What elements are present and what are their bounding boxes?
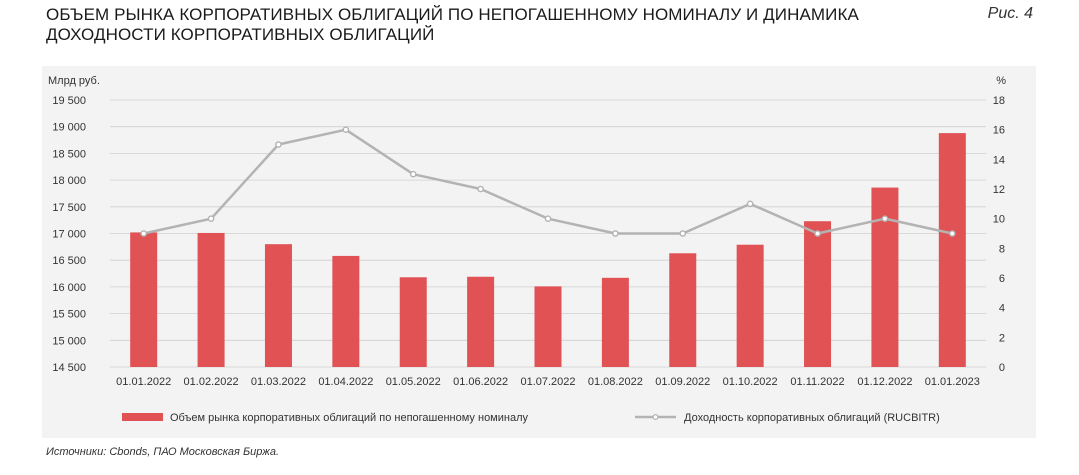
- figure-label: Рис. 4: [987, 5, 1033, 22]
- y-right-tick-label: 8: [999, 243, 1005, 255]
- chart: 14 500 15 000 15 500 16 000 16 500 17 000 17 5…: [48, 75, 1006, 424]
- bar: [332, 255, 360, 367]
- y-left-tick-label: 16 000: [52, 282, 86, 294]
- y-left-tick-label: 18 500: [52, 148, 86, 160]
- legend-label-line: Доходность корпоративных облигаций (RUCB…: [684, 412, 940, 424]
- y-right-tick-label: 14: [993, 154, 1005, 166]
- legend-label-bars: Объем рынка корпоративных облигаций по н…: [170, 412, 528, 424]
- axes: 14 500 15 000 15 500 16 000 16 500 17 000 17 5…: [48, 75, 1006, 388]
- bar: [197, 232, 225, 367]
- x-tick-label: 01.01.2023: [925, 376, 980, 388]
- chart-title: ОБЪЕМ РЫНКА КОРПОРАТИВНЫХ ОБЛИГАЦИЙ ПО Н…: [46, 5, 859, 44]
- bar: [264, 244, 292, 367]
- legend-swatch-bars: [122, 413, 163, 421]
- line-point: [544, 215, 552, 222]
- line-point: [342, 126, 350, 133]
- gridlines: [110, 99, 986, 368]
- bar: [669, 253, 697, 367]
- y-left-tick-label: 17 500: [52, 202, 86, 214]
- y-right-tick-label: 10: [993, 214, 1005, 226]
- y-right-tick-label: 2: [999, 332, 1005, 344]
- line-point: [612, 230, 619, 237]
- line-point: [409, 170, 417, 178]
- y-right-tick-label: 4: [999, 303, 1005, 315]
- x-tick-label: 01.05.2022: [386, 376, 441, 388]
- bar: [736, 244, 764, 367]
- bar: [467, 276, 495, 367]
- bar: [804, 221, 832, 367]
- x-tick-label: 01.12.2022: [857, 376, 912, 388]
- bar: [399, 277, 427, 367]
- line-point: [275, 141, 282, 148]
- x-tick-label: 01.07.2022: [520, 376, 575, 388]
- y-left-tick-label: 19 500: [52, 95, 86, 107]
- x-tick-label: 01.01.2022: [116, 376, 171, 388]
- line-point: [679, 230, 687, 237]
- line-point: [207, 215, 215, 222]
- bar: [534, 286, 562, 367]
- chart-panel: 14 500 15 000 15 500 16 000 16 500 17 000 17 5…: [42, 66, 1036, 438]
- y-right-tick-label: 18: [993, 95, 1005, 107]
- line-point: [746, 200, 754, 208]
- line-point: [949, 230, 956, 237]
- y-left-tick-label: 19 000: [52, 122, 86, 134]
- y-right-tick-label: 16: [993, 125, 1005, 137]
- x-tick-label: 01.02.2022: [184, 376, 239, 388]
- line-point: [881, 215, 889, 222]
- y-left-tick-label: 16 500: [52, 255, 86, 267]
- x-tick-label: 01.08.2022: [588, 376, 643, 388]
- y-right-label: %: [996, 75, 1006, 87]
- y-left-tick-label: 15 500: [52, 309, 86, 321]
- y-right-tick-label: 12: [993, 184, 1005, 196]
- y-left-label: Млрд руб.: [48, 75, 100, 87]
- bar: [130, 232, 158, 367]
- bar: [601, 277, 629, 367]
- x-tick-label: 01.04.2022: [318, 376, 373, 388]
- y-right-tick-label: 0: [999, 362, 1005, 374]
- yield-line: [140, 126, 956, 237]
- bars: [130, 133, 966, 367]
- legend: Объем рынка корпоративных облигаций по н…: [122, 412, 940, 424]
- y-left-tick-label: 17 000: [52, 229, 86, 241]
- y-left-tick-label: 14 500: [52, 362, 86, 374]
- x-tick-label: 01.11.2022: [790, 376, 844, 388]
- bar: [871, 187, 899, 367]
- line-point: [814, 230, 821, 237]
- y-left-tick-label: 15 000: [52, 335, 86, 347]
- x-tick-label: 01.10.2022: [723, 376, 778, 388]
- bar: [938, 133, 966, 367]
- x-tick-label: 01.09.2022: [655, 376, 710, 388]
- x-tick-label: 01.03.2022: [251, 376, 306, 388]
- y-left-tick-label: 18 000: [52, 175, 86, 187]
- y-right-tick-label: 6: [999, 273, 1005, 285]
- line-point: [477, 185, 484, 193]
- legend-marker-line: [652, 413, 659, 421]
- x-tick-label: 01.06.2022: [453, 376, 508, 388]
- source-note: Источники: Cbonds, ПАО Московская Биржа.: [46, 446, 279, 458]
- line-point: [140, 230, 147, 237]
